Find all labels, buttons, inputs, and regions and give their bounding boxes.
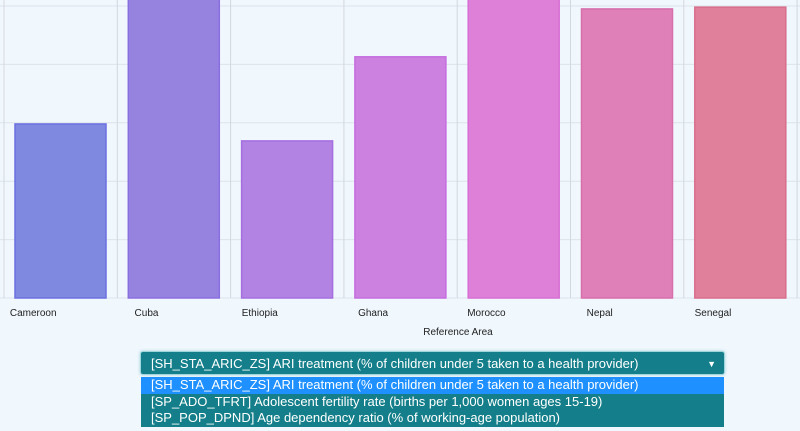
x-tick-label: Morocco xyxy=(467,308,506,319)
x-tick-label: Senegal xyxy=(695,308,732,319)
x-tick-label: Cameroon xyxy=(10,308,57,319)
bar-nepal[interactable] xyxy=(580,8,674,299)
indicator-select[interactable]: [SH_STA_ARIC_ZS] ARI treatment (% of chi… xyxy=(140,351,725,375)
bar-morocco[interactable] xyxy=(467,0,560,299)
selected-indicator: [SH_STA_ARIC_ZS] ARI treatment (% of chi… xyxy=(151,356,639,371)
option-sp-pop-dpnd[interactable]: [SP_POP_DPND] Age dependency ratio (% of… xyxy=(151,410,561,426)
x-tick-label: Cuba xyxy=(135,308,159,319)
chevron-down-icon[interactable]: ▼ xyxy=(707,359,716,369)
option-sh-sta-aric-zs[interactable]: [SH_STA_ARIC_ZS] ARI treatment (% of chi… xyxy=(141,377,724,394)
indicator-options-list: [SH_STA_ARIC_ZS] ARI treatment (% of chi… xyxy=(141,377,724,427)
bars xyxy=(14,0,787,299)
bar-cameroon[interactable] xyxy=(14,123,107,299)
x-axis-label: Reference Area xyxy=(423,327,493,338)
bar-ghana[interactable] xyxy=(354,56,447,299)
bar-ethiopia[interactable] xyxy=(240,140,334,299)
bar-senegal[interactable] xyxy=(694,6,787,299)
x-tick-label: Nepal xyxy=(587,308,613,319)
x-tick-labels: Cameroon Cuba Ethiopia Ghana Morocco Nepal Sen… xyxy=(10,308,732,319)
x-tick-label: Ethiopia xyxy=(242,308,279,319)
bar-chart: Cameroon Cuba Ethiopia Ghana Morocco Nepal Sen… xyxy=(0,0,800,338)
x-tick-label: Ghana xyxy=(358,308,388,319)
bar-cuba[interactable] xyxy=(127,0,221,299)
option-sp-ado-tfrt[interactable]: [SP_ADO_TFRT] Adolescent fertility rate … xyxy=(151,393,603,409)
